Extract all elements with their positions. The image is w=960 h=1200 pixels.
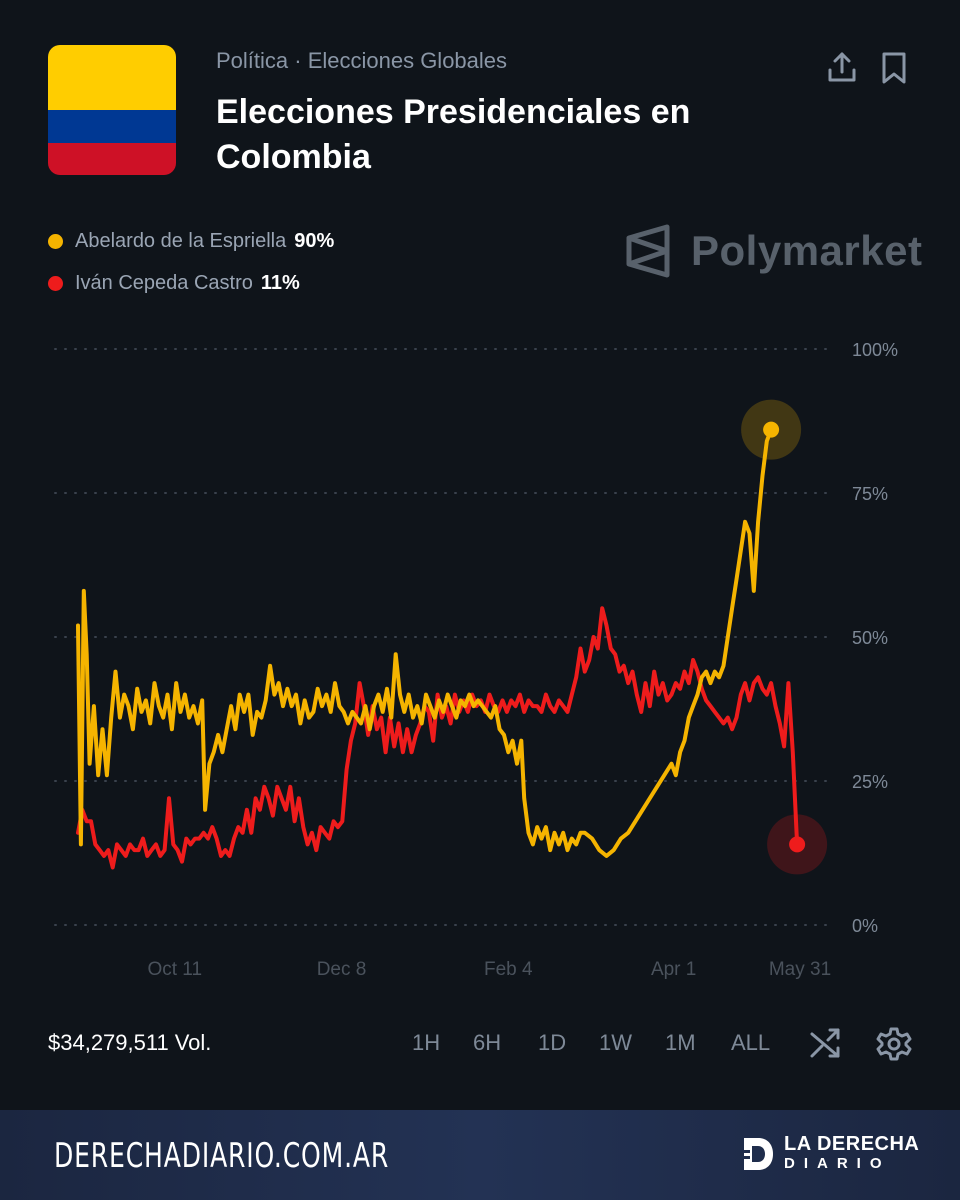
y-tick-label: 25% — [852, 772, 888, 792]
series-line — [76, 606, 800, 870]
legend-dot-yellow — [48, 233, 63, 249]
volume-value: $34,279,511 — [48, 1030, 169, 1055]
legend-name: Abelardo de la Espriella — [75, 229, 287, 252]
category-breadcrumb[interactable]: Política · Elecciones Globales — [216, 48, 508, 73]
publisher-logo: LA DERECHA DIARIO — [740, 1134, 919, 1174]
volume-suffix: Vol. — [174, 1030, 212, 1055]
range-1h-button[interactable]: 1H — [412, 1030, 441, 1055]
share-icon[interactable] — [824, 50, 860, 86]
logo-line-1: LA DERECHA — [784, 1133, 920, 1155]
la-derecha-logo-icon — [740, 1138, 773, 1170]
page-title: Elecciones Presidenciales en Colombia — [216, 93, 691, 176]
x-tick-label: Apr 1 — [651, 959, 696, 980]
range-all-button[interactable]: ALL — [731, 1030, 771, 1055]
x-tick-label: May 31 — [769, 959, 831, 980]
x-tick-label: Oct 11 — [147, 959, 202, 980]
x-tick-label: Feb 4 — [484, 959, 533, 980]
polymarket-icon — [626, 224, 670, 278]
polymarket-logo: Polymarket — [625, 224, 922, 278]
gear-icon[interactable] — [876, 1026, 912, 1062]
legend-dot-red — [48, 275, 63, 291]
logo-line-2: DIARIO — [784, 1155, 891, 1172]
end-point-marker[interactable] — [763, 421, 780, 438]
y-axis-ticks: 100% 75% 50% 25% 0% — [852, 340, 898, 936]
publisher-url[interactable]: DERECHADIARIO.COM.AR — [54, 1136, 390, 1176]
range-1m-button[interactable]: 1M — [665, 1030, 696, 1055]
flag-yellow-band — [48, 45, 176, 110]
y-tick-label: 100% — [852, 340, 898, 360]
bookmark-icon[interactable] — [876, 50, 912, 86]
polymarket-wordmark: Polymarket — [691, 227, 923, 274]
x-axis-ticks: Oct 11 Dec 8 Feb 4 Apr 1 May 31 — [147, 959, 831, 980]
end-point-marker[interactable] — [789, 836, 806, 853]
publisher-banner: DERECHADIARIO.COM.AR LA DERECHA DIARIO — [0, 1110, 960, 1200]
legend-name: Iván Cepeda Castro — [75, 271, 253, 294]
y-tick-label: 50% — [852, 628, 888, 648]
line-chart: 100% 75% 50% 25% 0% Oct 11 Dec 8 Feb 4 Apr 1 May… — [54, 340, 898, 980]
colombia-flag — [48, 45, 176, 175]
range-1d-button[interactable]: 1D — [538, 1030, 567, 1055]
y-tick-label: 75% — [852, 484, 888, 504]
x-tick-label: Dec 8 — [317, 959, 367, 980]
legend-value: 90% — [294, 229, 335, 252]
flag-red-band — [48, 142, 176, 175]
flag-blue-band — [48, 110, 176, 143]
chart-end-markers — [741, 399, 828, 875]
volume-readout: $34,279,511 Vol. — [48, 1030, 211, 1056]
series-line — [76, 427, 774, 858]
chart-legend: Abelardo de la Espriella 90% Iván Cepeda… — [48, 220, 334, 304]
legend-value: 11% — [260, 271, 300, 294]
y-tick-label: 0% — [852, 916, 878, 936]
legend-item: Abelardo de la Espriella 90% — [48, 220, 334, 262]
chart-grid — [54, 348, 836, 926]
shuffle-icon[interactable] — [808, 1026, 844, 1062]
chart-footer: $34,279,511 Vol. 1H 6H 1D 1W 1M ALL — [0, 1020, 960, 1068]
legend-item: Iván Cepeda Castro 11% — [48, 262, 334, 304]
range-6h-button[interactable]: 6H — [473, 1030, 502, 1055]
chart-series — [76, 427, 800, 870]
range-1w-button[interactable]: 1W — [599, 1030, 632, 1055]
